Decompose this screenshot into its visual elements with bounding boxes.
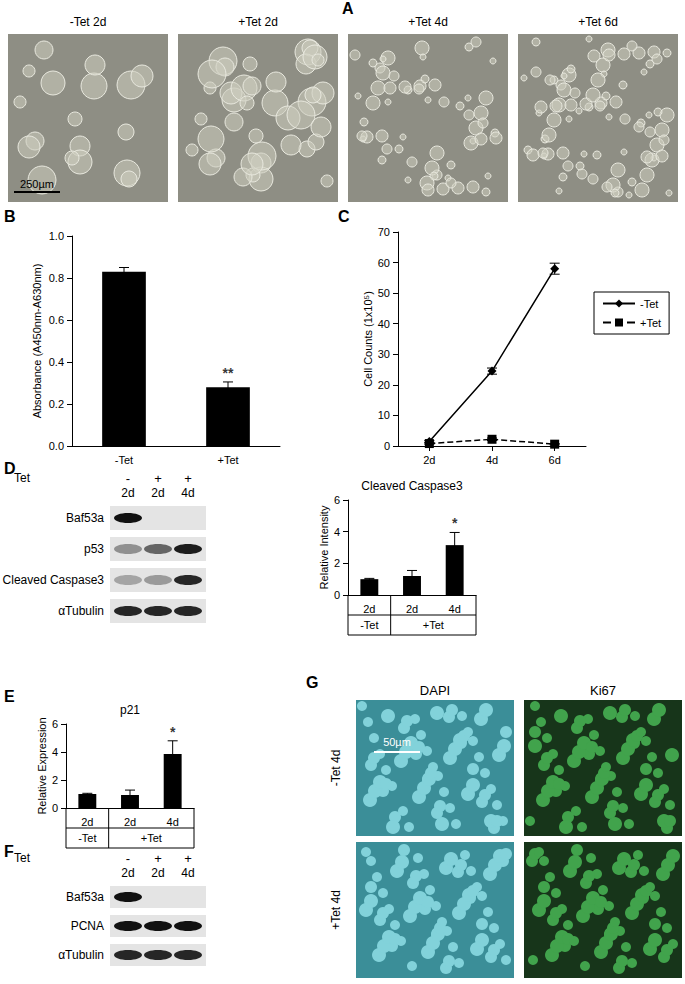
- svg-text:+Tet: +Tet: [141, 832, 162, 844]
- svg-text:+Tet 4d: +Tet 4d: [329, 890, 343, 930]
- svg-text:+: +: [154, 851, 162, 866]
- svg-text:+Tet: +Tet: [640, 317, 661, 329]
- svg-text:6: 6: [334, 494, 340, 506]
- svg-text:-Tet: -Tet: [360, 619, 378, 631]
- svg-text:2: 2: [334, 557, 340, 569]
- svg-text:250µm: 250µm: [20, 178, 54, 190]
- svg-text:0.2: 0.2: [49, 398, 64, 410]
- svg-text:Relative Intensity: Relative Intensity: [318, 505, 330, 589]
- svg-text:4: 4: [334, 526, 340, 538]
- svg-text:6: 6: [52, 718, 58, 730]
- svg-text:1.0: 1.0: [49, 230, 64, 242]
- svg-text:0.4: 0.4: [49, 356, 64, 368]
- svg-text:2d: 2d: [81, 816, 93, 828]
- svg-text:50µm: 50µm: [383, 736, 411, 748]
- svg-text:Cleaved Caspase3: Cleaved Caspase3: [3, 573, 105, 587]
- svg-text:Relative Expression: Relative Expression: [36, 717, 48, 814]
- svg-text:40: 40: [378, 318, 390, 330]
- svg-text:0: 0: [384, 440, 390, 452]
- svg-text:2: 2: [52, 774, 58, 786]
- svg-text:Cleaved Caspase3: Cleaved Caspase3: [361, 479, 463, 493]
- svg-text:D: D: [4, 459, 16, 477]
- svg-text:2d: 2d: [121, 866, 134, 880]
- svg-text:50: 50: [378, 287, 390, 299]
- svg-text:+Tet 2d: +Tet 2d: [238, 15, 278, 29]
- svg-text:0.0: 0.0: [49, 440, 64, 452]
- svg-text:4d: 4d: [167, 816, 179, 828]
- svg-text:4d: 4d: [181, 486, 194, 500]
- svg-text:Tet: Tet: [14, 471, 31, 485]
- svg-text:A: A: [342, 0, 354, 17]
- svg-text:Ki67: Ki67: [590, 683, 616, 698]
- svg-text:70: 70: [378, 226, 390, 238]
- svg-text:20: 20: [378, 379, 390, 391]
- svg-text:0: 0: [334, 589, 340, 601]
- svg-text:Baf53a: Baf53a: [66, 511, 104, 525]
- svg-text:+Tet 4d: +Tet 4d: [408, 15, 448, 29]
- svg-text:-Tet: -Tet: [78, 832, 96, 844]
- svg-text:αTubulin: αTubulin: [58, 948, 104, 962]
- svg-text:C: C: [338, 208, 350, 225]
- svg-text:p53: p53: [84, 542, 104, 556]
- svg-text:B: B: [4, 208, 16, 225]
- svg-text:+Tet: +Tet: [217, 454, 238, 466]
- svg-text:2d: 2d: [151, 866, 164, 880]
- svg-text:F: F: [4, 843, 14, 860]
- svg-text:4d: 4d: [181, 866, 194, 880]
- svg-text:αTubulin: αTubulin: [58, 604, 104, 618]
- svg-text:PCNA: PCNA: [71, 919, 104, 933]
- svg-text:-Tet 2d: -Tet 2d: [70, 15, 107, 29]
- svg-text:E: E: [4, 688, 15, 705]
- svg-text:+: +: [154, 471, 162, 486]
- svg-text:0.6: 0.6: [49, 314, 64, 326]
- svg-text:Tet: Tet: [14, 851, 31, 865]
- svg-text:4d: 4d: [486, 454, 498, 466]
- svg-text:10: 10: [378, 409, 390, 421]
- svg-text:-: -: [126, 851, 130, 866]
- svg-text:+Tet 6d: +Tet 6d: [578, 15, 618, 29]
- svg-text:p21: p21: [120, 703, 140, 717]
- svg-text:30: 30: [378, 348, 390, 360]
- svg-text:*: *: [452, 515, 458, 531]
- svg-text:Baf53a: Baf53a: [66, 890, 104, 904]
- svg-text:0: 0: [52, 802, 58, 814]
- svg-text:Absorbance (A450nm-A630nm): Absorbance (A450nm-A630nm): [31, 264, 43, 419]
- svg-text:-Tet: -Tet: [115, 454, 133, 466]
- svg-text:+: +: [184, 471, 192, 486]
- svg-text:4: 4: [52, 746, 58, 758]
- svg-text:*: *: [170, 724, 176, 740]
- svg-text:2d: 2d: [121, 486, 134, 500]
- svg-text:-Tet: -Tet: [640, 298, 658, 310]
- svg-text:G: G: [306, 674, 318, 691]
- svg-text:DAPI: DAPI: [420, 683, 450, 698]
- svg-text:-: -: [126, 471, 130, 486]
- svg-text:0.8: 0.8: [49, 272, 64, 284]
- svg-text:2d: 2d: [406, 603, 418, 615]
- svg-text:2d: 2d: [151, 486, 164, 500]
- svg-text:Cell Counts (1x10⁵): Cell Counts (1x10⁵): [362, 291, 374, 387]
- svg-text:+Tet: +Tet: [423, 619, 444, 631]
- svg-text:-Tet 4d: -Tet 4d: [329, 750, 343, 787]
- svg-text:2d: 2d: [423, 454, 435, 466]
- svg-text:4d: 4d: [449, 603, 461, 615]
- svg-text:6d: 6d: [549, 454, 561, 466]
- svg-text:60: 60: [378, 257, 390, 269]
- svg-text:2d: 2d: [363, 603, 375, 615]
- svg-text:+: +: [184, 851, 192, 866]
- svg-text:2d: 2d: [124, 816, 136, 828]
- svg-text:**: **: [223, 365, 234, 381]
